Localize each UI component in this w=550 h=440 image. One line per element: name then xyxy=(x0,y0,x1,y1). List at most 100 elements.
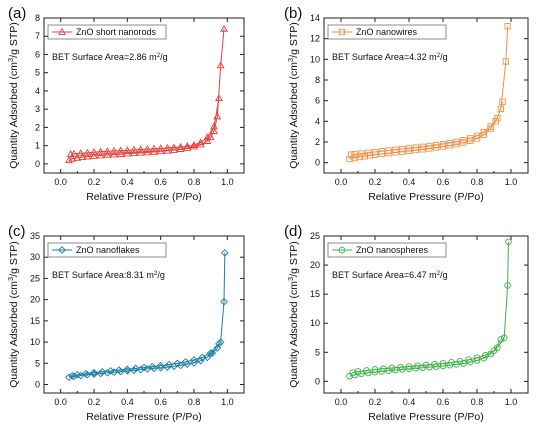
adsorption-point xyxy=(96,151,105,159)
desorption-point xyxy=(183,142,192,150)
y-tick-label: 5 xyxy=(35,68,40,78)
y-tick-label: 25 xyxy=(310,231,320,241)
x-tick-label: 0.6 xyxy=(154,397,167,407)
x-tick-label: 0.0 xyxy=(54,177,67,187)
desorption-point xyxy=(130,145,138,153)
panel-label: (a) xyxy=(8,5,26,22)
desorption-point xyxy=(181,357,190,366)
adsorption-point xyxy=(405,365,413,373)
adsorption-point xyxy=(116,150,125,158)
y-tick-label: 30 xyxy=(30,252,40,262)
desorption-point xyxy=(163,143,172,151)
x-axis-title: Relative Pressure (P/Po) xyxy=(86,411,202,423)
desorption-point xyxy=(349,369,357,376)
adsorption-point xyxy=(183,360,192,368)
legend-label: ZnO nanoflakes xyxy=(76,245,140,255)
adsorption-line xyxy=(349,26,509,160)
x-tick-label: 1.0 xyxy=(221,397,234,407)
desorption-point xyxy=(90,148,98,156)
y-tick-label: 20 xyxy=(30,295,40,305)
y-axis-title: Quantity Adsorbed (cm3/g STP) xyxy=(286,22,301,169)
adsorption-point xyxy=(68,154,77,162)
desorption-point xyxy=(371,148,379,156)
adsorption-point xyxy=(500,334,508,342)
adsorption-point xyxy=(487,350,494,358)
x-tick-label: 0.0 xyxy=(335,177,348,187)
y-tick-label: 8 xyxy=(35,13,40,23)
adsorption-point xyxy=(371,368,379,376)
desorption-point xyxy=(173,359,182,368)
adsorption-point xyxy=(130,366,138,375)
adsorption-point xyxy=(110,368,118,377)
x-axis-title: Relative Pressure (P/Po) xyxy=(368,411,484,423)
desorption-point xyxy=(215,94,223,102)
adsorption-point xyxy=(473,357,481,364)
legend-marker xyxy=(58,246,66,254)
y-tick-label: 12 xyxy=(310,34,320,44)
desorption-point xyxy=(156,361,165,370)
desorption-point xyxy=(426,142,433,150)
desorption-point xyxy=(115,366,123,374)
adsorption-point xyxy=(426,363,433,371)
desorption-point xyxy=(170,143,178,151)
desorption-point xyxy=(210,122,218,130)
panel-label: (c) xyxy=(8,223,26,240)
y-tick-label: 6 xyxy=(315,96,320,106)
chart-panel: (b) 0.0 0.2 0.4 0.6 0.8 1.0 0 2 4 6 8 10 12 14 Relative… xyxy=(284,5,529,203)
desorption-point xyxy=(81,369,90,378)
x-tick-label: 0.2 xyxy=(88,397,101,407)
x-tick-label: 0.2 xyxy=(369,177,382,187)
y-tick-label: 4 xyxy=(35,86,40,96)
desorption-point xyxy=(467,135,474,142)
desorption-point xyxy=(399,145,406,153)
adsorption-point xyxy=(110,150,118,158)
adsorption-point xyxy=(210,126,218,134)
desorption-point xyxy=(198,353,207,362)
x-tick-label: 0.4 xyxy=(121,177,134,187)
y-tick-label: 10 xyxy=(30,337,40,347)
legend-box xyxy=(47,242,167,258)
x-tick-label: 0.8 xyxy=(471,177,484,187)
chart-panel: (c) 0.0 0.2 0.4 0.6 0.8 1.0 0 5 10 15 20 25 30 35 Relat… xyxy=(6,223,245,423)
x-tick-label: 0.8 xyxy=(188,177,201,187)
desorption-point xyxy=(494,115,501,122)
adsorption-point xyxy=(103,150,112,158)
y-tick-label: 5 xyxy=(315,347,320,357)
legend-label: ZnO short nanorods xyxy=(76,27,157,37)
y-tick-label: 15 xyxy=(30,316,40,326)
y-tick-label: 1 xyxy=(35,141,40,151)
adsorption-point xyxy=(497,105,504,113)
x-axis-title: Relative Pressure (P/Po) xyxy=(368,191,484,203)
adsorption-point xyxy=(65,156,73,164)
legend-marker xyxy=(338,246,346,254)
adsorption-point xyxy=(130,149,138,157)
desorption-point xyxy=(380,365,387,373)
adsorption-point xyxy=(183,143,192,151)
desorption-point xyxy=(378,148,385,155)
desorption-point xyxy=(487,123,494,130)
desorption-point xyxy=(140,363,148,372)
desorption-point xyxy=(482,351,489,359)
adsorption-point xyxy=(504,23,511,30)
desorption-point xyxy=(388,364,396,372)
desorption-point xyxy=(98,367,107,376)
x-tick-label: 0.6 xyxy=(437,177,450,187)
desorption-point xyxy=(215,339,223,348)
adsorption-point xyxy=(123,149,132,157)
desorption-point xyxy=(431,360,438,368)
desorption-point xyxy=(473,132,481,139)
x-tick-label: 0.8 xyxy=(188,397,201,407)
y-tick-label: 8 xyxy=(315,75,320,85)
x-tick-label: 0.0 xyxy=(335,397,348,407)
x-tick-label: 1.0 xyxy=(505,397,518,407)
y-tick-label: 10 xyxy=(310,54,320,64)
desorption-point xyxy=(392,146,399,154)
x-tick-label: 0.8 xyxy=(471,397,484,407)
desorption-point xyxy=(203,133,212,141)
adsorption-point xyxy=(208,349,217,357)
desorption-point xyxy=(499,98,506,105)
desorption-point xyxy=(123,146,132,154)
desorption-point xyxy=(433,141,440,149)
desorption-point xyxy=(453,138,460,145)
